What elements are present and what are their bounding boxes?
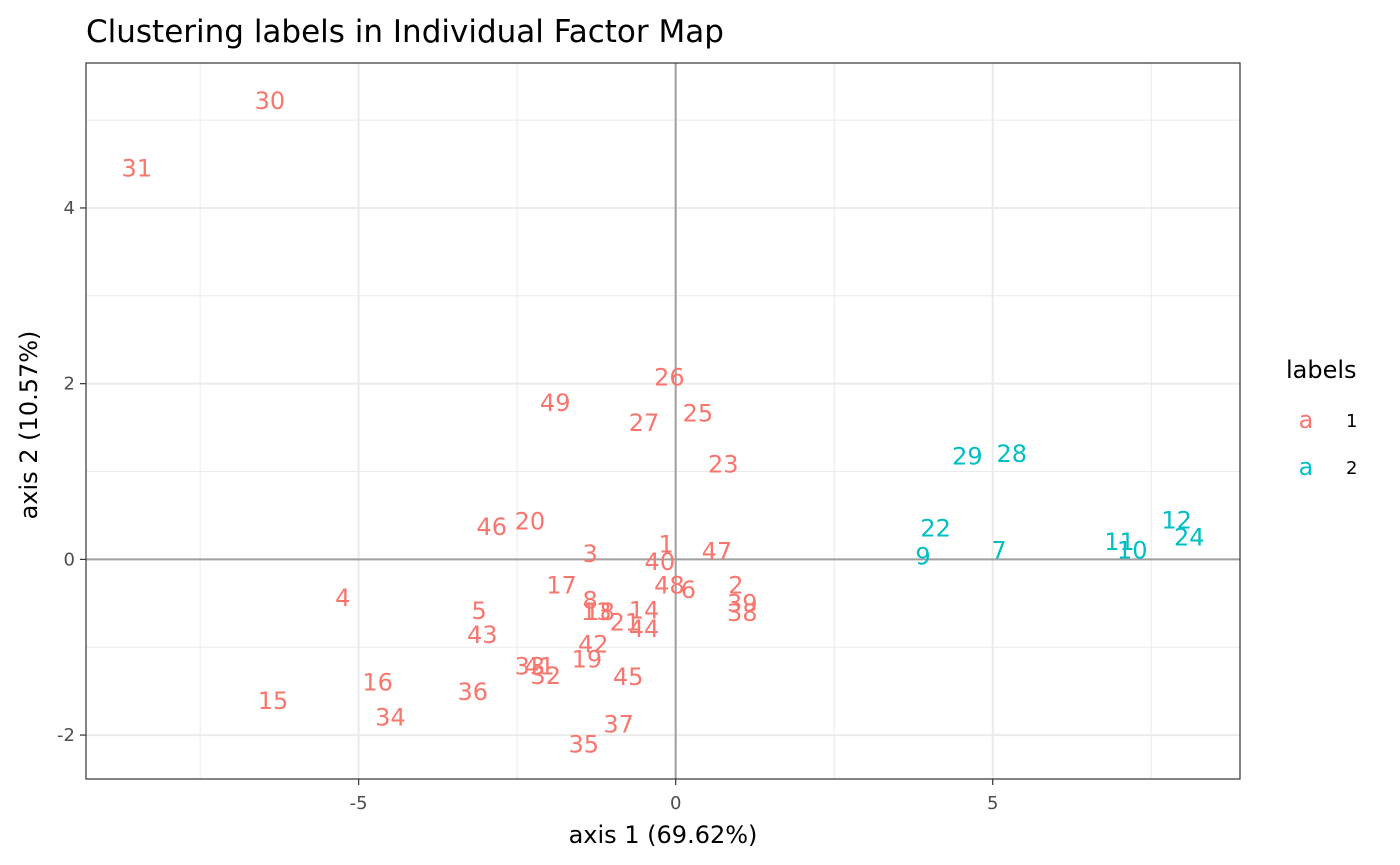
- point-label-15: 15: [258, 687, 289, 715]
- point-label-25: 25: [683, 400, 714, 428]
- y-tick-label: 0: [64, 549, 75, 570]
- point-label-47: 47: [702, 537, 733, 565]
- point-label-14: 14: [629, 596, 660, 624]
- point-label-17: 17: [546, 572, 577, 600]
- legend-items: a 1 a 2: [1299, 406, 1358, 481]
- y-tick-label: -2: [57, 725, 75, 746]
- point-label-48: 48: [654, 572, 685, 600]
- point-label-35: 35: [568, 731, 599, 759]
- point-label-2: 2: [728, 572, 743, 600]
- point-label-19: 19: [572, 646, 603, 674]
- point-label-29: 29: [952, 443, 983, 471]
- point-label-10: 10: [1117, 537, 1148, 565]
- point-label-41: 41: [524, 653, 555, 681]
- point-label-45: 45: [613, 663, 644, 691]
- point-label-46: 46: [477, 513, 508, 541]
- x-tick-label: 0: [670, 793, 681, 814]
- point-label-9: 9: [915, 543, 930, 571]
- legend-key-glyph: a: [1299, 406, 1314, 434]
- point-label-34: 34: [375, 704, 406, 732]
- point-label-44: 44: [629, 615, 660, 643]
- point-label-26: 26: [654, 364, 685, 392]
- point-label-49: 49: [540, 389, 571, 417]
- legend-label: 2: [1346, 458, 1357, 479]
- y-tick-label: 4: [64, 198, 75, 219]
- panel-border: [85, 62, 1241, 780]
- point-label-33: 33: [515, 653, 546, 681]
- point-label-21: 21: [610, 609, 641, 637]
- point-label-8: 8: [582, 587, 597, 615]
- legend-key-glyph: a: [1299, 453, 1314, 481]
- point-label-27: 27: [629, 409, 660, 437]
- point-label-1: 1: [659, 530, 674, 558]
- chart-title: Clustering labels in Individual Factor M…: [86, 14, 724, 50]
- point-label-12: 12: [1161, 507, 1192, 535]
- point-label-36: 36: [458, 678, 489, 706]
- point-label-7: 7: [991, 537, 1006, 565]
- point-label-5: 5: [471, 597, 486, 625]
- point-label-4: 4: [335, 584, 350, 612]
- point-label-38: 38: [727, 599, 758, 627]
- legend-title: labels: [1286, 356, 1357, 384]
- point-label-28: 28: [996, 440, 1027, 468]
- legend: labels a 1 a 2: [1286, 356, 1357, 481]
- point-label-18: 18: [584, 598, 615, 626]
- point-label-37: 37: [603, 711, 634, 739]
- y-tick-label: 2: [64, 374, 75, 395]
- point-label-30: 30: [255, 87, 286, 115]
- y-axis-title: axis 2 (10.57%): [15, 331, 43, 520]
- point-label-6: 6: [681, 576, 696, 604]
- point-label-31: 31: [121, 154, 152, 182]
- point-label-16: 16: [362, 668, 393, 696]
- point-label-13: 13: [581, 598, 612, 626]
- x-axis-title: axis 1 (69.62%): [569, 821, 758, 849]
- point-label-3: 3: [582, 540, 597, 568]
- point-label-39: 39: [727, 589, 758, 617]
- x-tick-label: 5: [987, 793, 998, 814]
- legend-label: 1: [1346, 411, 1357, 432]
- point-label-11: 11: [1104, 528, 1135, 556]
- x-tick-label: -5: [350, 793, 368, 814]
- point-label-23: 23: [708, 450, 739, 478]
- point-label-40: 40: [645, 548, 676, 576]
- point-label-22: 22: [920, 515, 951, 543]
- point-label-20: 20: [515, 508, 546, 536]
- point-label-43: 43: [467, 621, 498, 649]
- point-label-24: 24: [1174, 523, 1205, 551]
- point-label-42: 42: [578, 631, 609, 659]
- point-label-32: 32: [530, 662, 561, 690]
